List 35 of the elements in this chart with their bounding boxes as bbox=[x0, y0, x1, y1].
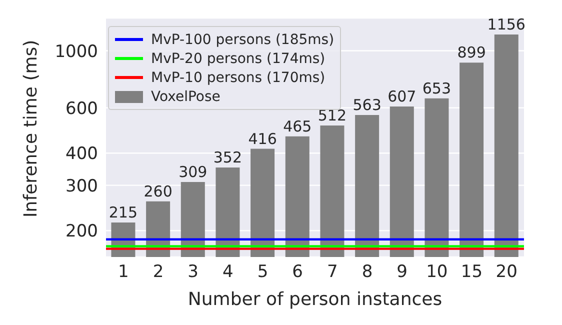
legend-label: VoxelPose bbox=[151, 88, 220, 104]
x-tick-label: 15 bbox=[460, 262, 483, 282]
x-tick-label: 4 bbox=[222, 262, 234, 282]
x-tick-label: 20 bbox=[496, 262, 518, 282]
data-label: 1156 bbox=[487, 16, 526, 34]
data-label: 352 bbox=[213, 148, 242, 166]
y-axis-title: Inference time (ms) bbox=[20, 40, 42, 218]
x-tick-label: 3 bbox=[188, 262, 198, 282]
y-tick-label: 300 bbox=[66, 176, 98, 196]
legend-label: MvP-100 persons (185ms) bbox=[151, 32, 334, 48]
data-label: 512 bbox=[318, 106, 347, 125]
data-label: 260 bbox=[144, 182, 172, 200]
y-tick-label: 400 bbox=[66, 144, 98, 164]
data-label: 465 bbox=[283, 117, 312, 136]
data-label: 563 bbox=[352, 96, 382, 114]
x-tick-label: 2 bbox=[152, 262, 164, 282]
y-tick-label: 600 bbox=[66, 98, 98, 119]
x-tick-label: 10 bbox=[426, 262, 448, 282]
x-axis-title: Number of person instances bbox=[188, 289, 442, 310]
x-tick-label: 1 bbox=[118, 262, 129, 282]
data-label: 899 bbox=[457, 44, 486, 62]
x-tick-label: 7 bbox=[327, 262, 338, 282]
data-label: 653 bbox=[422, 79, 452, 98]
data-label: 607 bbox=[388, 88, 416, 106]
x-tick-label: 8 bbox=[362, 262, 373, 282]
y-tick-label: 1000 bbox=[54, 42, 98, 62]
data-label: 215 bbox=[108, 204, 138, 222]
data-label: 416 bbox=[248, 130, 277, 148]
y-tick-label: 200 bbox=[66, 222, 98, 242]
x-tick-label: 5 bbox=[257, 262, 268, 282]
legend-label: MvP-20 persons (174ms) bbox=[151, 50, 326, 66]
x-tick-label: 6 bbox=[292, 262, 303, 282]
data-label: 309 bbox=[178, 163, 208, 182]
legend-label: MvP-10 persons (170ms) bbox=[151, 70, 326, 86]
x-tick-label: 9 bbox=[396, 262, 408, 282]
